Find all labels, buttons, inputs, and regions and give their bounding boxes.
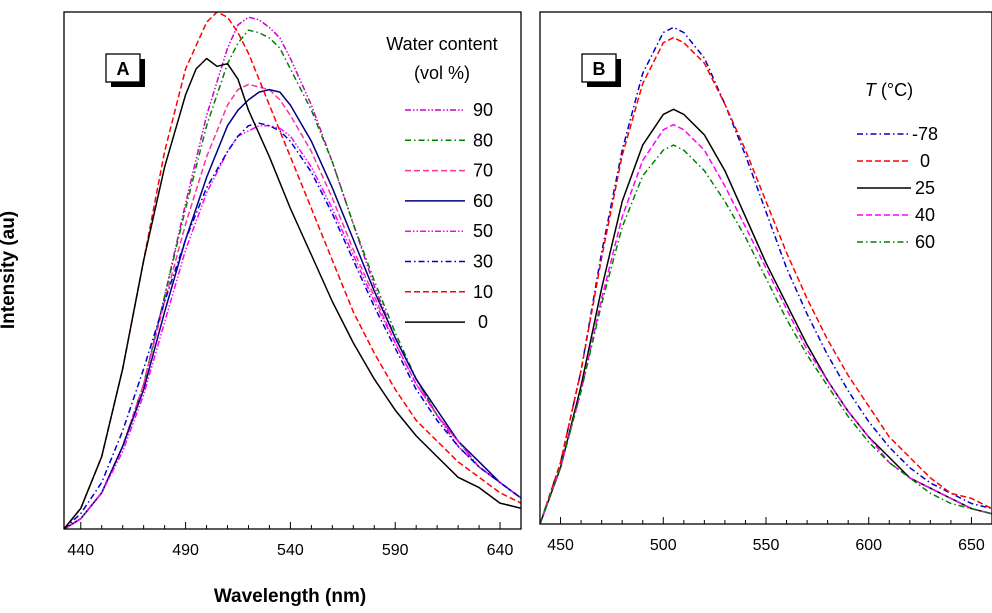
panel-b-legend-entry-0: 0 [920,151,930,171]
panel-a-label-text: A [117,59,130,79]
panel-b-legend-entry-25: 25 [915,178,935,198]
panel-a-series-0-line [64,57,521,529]
x-axis-label: Wavelength (nm) [214,586,366,607]
y-axis-label: Intensity (au) [0,211,19,329]
panel-a-legend-entry-90: 90 [473,100,493,120]
panel-a-curves [64,12,521,529]
panel-a-series-60-line [64,88,521,529]
panel-a-series-10-line [64,12,521,529]
panel-b-label-box [581,53,617,83]
panel-a-legend-entry-70: 70 [473,161,493,181]
panel-b-label: B [581,53,621,87]
panel-b-series-25-line [540,108,992,524]
panel-b-legend-entry--78: -78 [912,124,938,144]
panel-b-legend-entry-40: 40 [915,205,935,225]
panel-a-legend-title: Water content [386,34,497,54]
chart-panel-b: 450 500 550 600 650 B T (°C) -78 0 25 40 60 [539,11,992,554]
panel-a-legend-entry-30: 30 [473,252,493,272]
panel-a-series-30-line [64,122,521,529]
panel-a-legend-subtitle: (vol %) [414,63,470,83]
panel-a-x-tick-label: 590 [382,542,409,559]
panel-a-frame [63,11,522,530]
panel-a-legend: Water content (vol %)90 80 70 60 50 30 10 0 [386,34,497,332]
panel-a-label-box [105,53,141,83]
panel-a-legend-entry-80: 80 [473,130,493,150]
panel-b-legend-title-symbol: T [865,80,878,100]
panel-b-x-tick-label: 650 [958,537,985,554]
panel-b-series--78-line [540,26,992,524]
panel-a-legend-entry-50: 50 [473,221,493,241]
panel-a-series-90-line [64,16,521,529]
panel-b-legend: T (°C) -78 0 25 40 60 [857,80,938,252]
panel-b-label-text: B [593,59,606,79]
panel-a-series-80-line [64,29,521,529]
panel-b-x-tick-label: 450 [547,537,574,554]
panel-b-x-tick-label: 500 [650,537,677,554]
chart-panel-a: 440 490 540 590 640 A Water content (vol %)90 80… [63,11,522,559]
panel-b-series-60-line [540,144,992,524]
panel-a-legend-entry-0: 0 [478,312,488,332]
panel-b-legend-title: T (°C) [865,80,913,100]
panel-b-legend-title-unit: (°C) [876,80,913,100]
panel-b-frame [539,11,992,525]
panel-a-x-tick-label: 440 [67,542,94,559]
panel-a-x-tick-label: 490 [172,542,199,559]
panel-b-curves [540,26,992,524]
panel-a-series-70-line [64,83,521,529]
panel-b-series-0-line [540,36,992,524]
panel-a-label: A [105,53,145,87]
panel-b-legend-entry-60: 60 [915,232,935,252]
panel-a-legend-entry-10: 10 [473,282,493,302]
panel-a-series-50-line [64,124,521,529]
panel-b-x-tick-label: 550 [753,537,780,554]
panel-a-x-tick-label: 640 [487,542,514,559]
panel-b-x-tick-label: 600 [855,537,882,554]
panel-a-legend-entry-60: 60 [473,191,493,211]
panel-a-x-tick-label: 540 [277,542,304,559]
